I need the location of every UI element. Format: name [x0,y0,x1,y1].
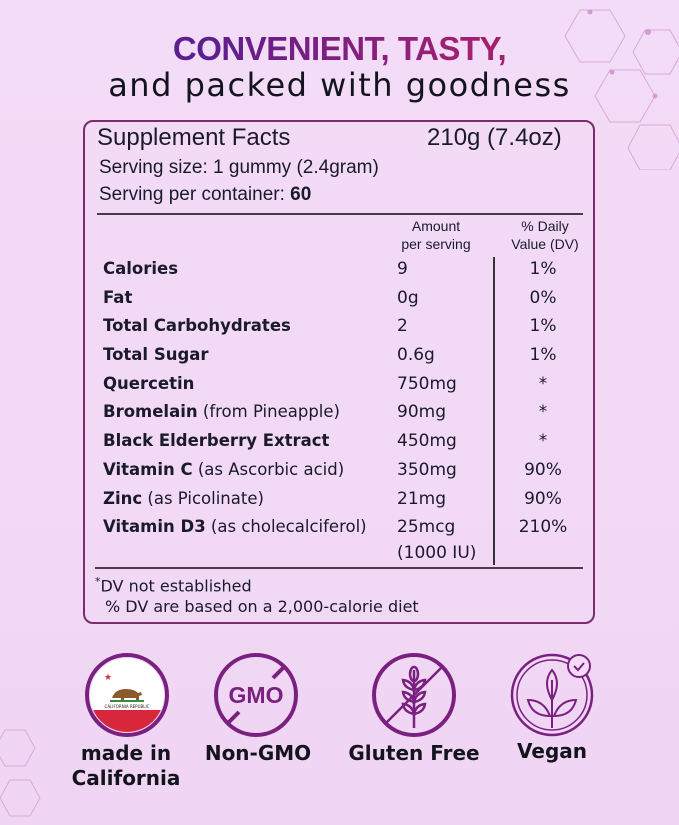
serving-size: Serving size: 1 gummy (2.4gram) [99,157,379,178]
badge-label-vegan: Vegan [517,739,587,763]
footnote-dv-not-established: *DV not established [95,575,252,596]
facts-rows: Calories 9 1% Fat 0g 0% Total Carbohydrates 2… [103,255,593,563]
badge-label-gluten-free: Gluten Free [348,741,480,765]
amount: 450mg [397,431,457,452]
table-row: Vitamin C (as Ascorbic acid) 350mg 90% [103,456,593,485]
nutrient-name: Quercetin [103,373,195,393]
col-dv-line2: Value (DV) [511,236,579,252]
nutrient-name: Bromelain (from Pineapple) [103,402,340,422]
hexagon-pattern-decoration [564,9,679,170]
col-dv-line1: % Daily [521,218,569,234]
daily-value: * [538,431,548,452]
amount: 0g [397,287,419,308]
amount: 750mg [397,373,457,394]
daily-value: 90% [524,488,562,509]
table-row: Fat 0g 0% [103,284,593,313]
amount: 9 [397,259,408,279]
col-amount-line2: per serving [401,236,471,252]
amount: 0.6g [397,345,435,366]
daily-value: 210% [518,517,568,538]
net-weight: 210g (7.4oz) [427,124,562,151]
col-amount-line1: Amount [411,218,461,234]
headline-line2: and packed with goodness [108,66,571,104]
nutrient-name: Black Elderberry Extract [103,431,330,451]
gluten-free-icon [372,653,456,737]
svg-text:GMO: GMO [229,682,284,708]
nutrient-name: Total Sugar [103,345,209,365]
table-row: Quercetin 750mg * [103,370,593,399]
daily-value: 1% [529,259,557,279]
vegan-leaf-icon [510,653,594,737]
footnote-dv-basis: % DV are based on a 2,000-calorie diet [105,597,419,616]
table-row: Bromelain (from Pineapple) 90mg * [103,398,593,427]
column-divider [493,257,495,565]
nutrient-name: Vitamin D3 (as cholecalciferol) [103,517,367,537]
svg-text:CALIFORNIA REPUBLIC: CALIFORNIA REPUBLIC [105,704,150,709]
divider [97,213,583,215]
servings-label: Serving per container: [99,184,291,205]
daily-value: 1% [529,345,557,366]
hexagon-pattern-decoration [0,729,41,817]
nutrient-name: Total Carbohydrates [103,316,291,336]
nutrient-name: Calories [103,259,179,278]
svg-text:★: ★ [104,673,112,683]
column-header-amount: Amount per serving [378,217,494,253]
daily-value: 0% [529,287,557,308]
california-flag-icon: ★ CALIFORNIA REPUBLIC [85,653,169,737]
amount-iu: (1000 IU) [397,543,477,564]
badge-label-non-gmo: Non-GMO [204,741,312,765]
table-row: Total Carbohydrates 2 1% [103,312,593,341]
amount: 90mg [397,402,446,423]
amount: 25mcg [397,517,456,538]
daily-value: 1% [529,316,557,337]
column-header-dv: % Daily Value (DV) [500,217,590,253]
badge-label-california: made in California [71,741,181,790]
table-row: Total Sugar 0.6g 1% [103,341,593,370]
non-gmo-icon: GMO [214,653,298,737]
daily-value: * [538,373,548,394]
amount: 350mg [397,459,457,480]
supplement-facts-panel [83,120,595,624]
amount: 2 [397,316,408,337]
headline-line1: CONVENIENT, TASTY, [0,30,679,68]
table-row: Calories 9 1% [103,255,593,284]
servings-value: 60 [290,184,312,205]
table-row: Black Elderberry Extract 450mg * [103,427,593,456]
table-row: Vitamin D3 (as cholecalciferol) 25mcg (100… [103,513,593,563]
table-row: Zinc (as Picolinate) 21mg 90% [103,485,593,514]
nutrient-name: Fat [103,287,133,307]
divider [95,567,583,569]
daily-value: * [538,402,548,423]
servings-per-container: Serving per container: 60 [99,184,311,206]
facts-title: Supplement Facts [97,124,291,151]
amount: 21mg [397,488,446,509]
nutrient-name: Zinc (as Picolinate) [103,488,264,508]
nutrient-name: Vitamin C (as Ascorbic acid) [103,459,345,479]
daily-value: 90% [524,459,562,480]
